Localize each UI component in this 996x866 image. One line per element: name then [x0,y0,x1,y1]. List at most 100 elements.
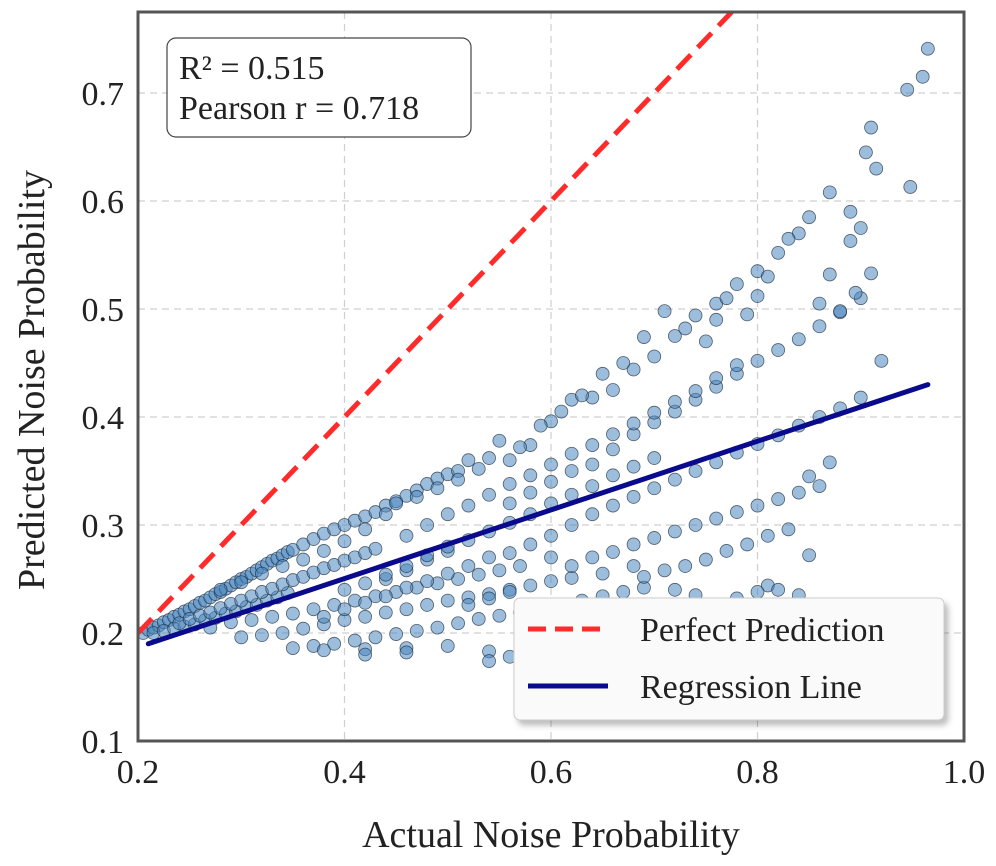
scatter-point [502,585,517,599]
scatter-point [358,595,373,610]
scatter-point [399,528,414,543]
scatter-point [265,609,280,624]
scatter-point [626,362,641,377]
scatter-point [647,349,662,364]
scatter-point [812,296,827,311]
scatter-point [358,647,373,662]
scatter-point [544,574,558,589]
scatter-point [920,41,935,56]
y-tick-label: 0.2 [82,616,125,653]
scatter-point [864,120,878,135]
scatter-point [657,563,672,578]
scatter-point [657,304,672,319]
scatter-point [688,308,703,323]
scatter-point [502,453,517,468]
scatter-point [461,559,476,573]
scatter-point [461,598,476,612]
scatter-point [492,608,507,623]
scatter-point [822,455,837,470]
scatter-point [461,498,476,513]
scatter-point [585,550,600,565]
scatter-point [668,582,682,597]
scatter-point [626,459,641,474]
scatter-point [802,210,817,225]
scatter-point [668,394,682,409]
legend-perfect-prediction-label: Perfect Prediction [640,612,885,649]
scatter-point [492,433,507,448]
scatter-point [853,221,868,235]
x-tick-label: 0.4 [323,754,366,791]
y-axis-ticks: 0.1 0.2 0.3 0.4 0.5 0.6 0.7 [82,76,125,761]
scatter-point [616,585,631,599]
scatter-point [606,427,620,442]
pearson-r-text: Pearson r = 0.718 [179,90,419,127]
scatter-point [606,545,620,559]
scatter-point [750,585,765,599]
scatter-point [595,566,610,581]
scatter-point [688,464,703,478]
scatter-point [822,267,837,282]
scatter-point [606,383,620,397]
legend-regression-line-label: Regression Line [640,669,862,706]
scatter-point [740,307,755,322]
x-tick-label: 0.2 [117,754,160,791]
scatter-point [358,609,373,624]
scatter-point [482,451,496,465]
scatter-point [275,626,290,640]
scatter-point [637,330,651,344]
scatter-point [275,559,290,573]
scatter-point [709,511,724,526]
scatter-point [471,612,486,626]
scatter-point [440,507,455,522]
scatter-point [781,231,796,246]
x-tick-label: 0.8 [736,754,779,791]
scatter-point [316,544,331,558]
scatter-point [389,496,404,511]
scatter-point [647,531,662,545]
scatter-point [482,487,496,502]
scatter-point [869,161,884,176]
scatter-point [554,404,569,419]
scatter-point [668,524,682,539]
scatter-point [688,518,703,532]
x-axis-label: Actual Noise Probability [362,814,740,856]
scatter-point [750,289,765,303]
x-tick-label: 1.0 [943,754,986,791]
scatter-point [626,537,641,552]
scatter-point [698,552,713,567]
scatter-point [812,479,827,494]
scatter-point [254,566,269,581]
scatter-point [750,498,765,513]
scatter-point [502,477,517,491]
scatter-point [688,384,703,398]
scatter-point [802,469,817,484]
scatter-point [306,602,321,617]
scatter-point [626,559,641,573]
scatter-point [368,630,383,645]
scatter-point [853,390,868,405]
scatter-point [544,528,558,543]
scatter-point [358,576,373,591]
stats-box: R² = 0.515 Pearson r = 0.718 [166,37,472,138]
scatter-point [626,490,641,504]
scatter-point [430,620,445,635]
scatter-point [337,582,352,597]
scatter-point [409,490,424,504]
r-squared-text: R² = 0.515 [179,50,325,87]
scatter-point [234,575,249,590]
scatter-point [585,479,600,494]
scatter-point [368,541,383,556]
scatter-point [399,602,414,617]
scatter-point [544,457,558,472]
scatter-point [791,485,806,500]
scatter-point [471,461,486,476]
scatter-point [482,591,496,606]
scatter-point [482,550,496,565]
scatter-point [213,582,228,597]
scatter-point [564,446,579,461]
scatter-point [378,567,393,582]
scatter-point [709,371,724,386]
scatter-point [564,559,579,573]
scatter-point [668,329,682,343]
scatter-point [358,522,373,537]
